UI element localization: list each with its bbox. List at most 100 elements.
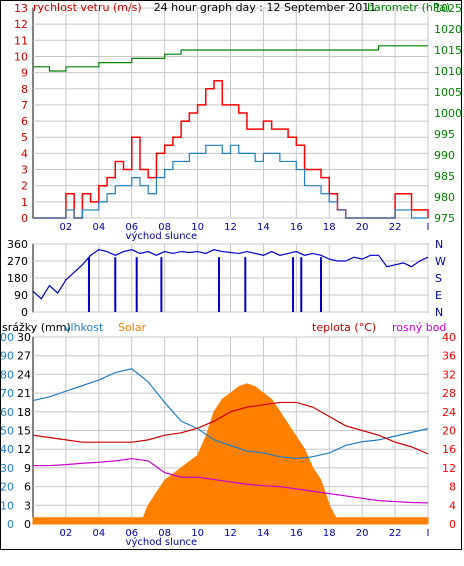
panel3-x-tick-label: 08: [158, 528, 171, 539]
panel1-left-tick-label: 4: [21, 147, 28, 160]
panel3-humidity-tick-label: 90: [0, 350, 14, 363]
panel3-rain-tick-label: 9: [24, 462, 31, 475]
panel3-temp-tick-label: 12: [442, 462, 456, 475]
panel1-left-tick-label: 12: [14, 18, 28, 31]
panel3-humidity-tick-label: 20: [0, 481, 14, 494]
panel1-left-axis-label: rychlost vetru (m/s): [33, 1, 142, 14]
panel2-compass-label: N: [435, 306, 443, 319]
panel2-left-tick-label: 360: [7, 238, 28, 251]
panel3-humidity-tick-label: 0: [7, 518, 14, 531]
panel3-temp-tick-label: 36: [442, 350, 456, 363]
panel3-humidity-tick-label: 50: [0, 425, 14, 438]
panel3-legend-item: rosný bod: [392, 321, 446, 334]
panel3-series-rosný bod: [33, 457, 429, 504]
panel2-left-tick-label: 270: [7, 255, 28, 268]
panel1-left-tick-label: 11: [14, 34, 28, 47]
panel3-humidity-tick-label: 70: [0, 387, 14, 400]
panel3-x-tick-label: 04: [92, 528, 105, 539]
panel3-x-tick-label: 02: [60, 528, 73, 539]
panel1-x-tick-label: I: [427, 222, 430, 233]
panel3-x-tick-label: 10: [191, 528, 204, 539]
panel3-x-tick-label: 16: [290, 528, 303, 539]
panel3-rain-tick-label: 18: [17, 406, 31, 419]
panel1-right-tick-label: 980: [434, 191, 455, 204]
panel2-compass-label: W: [435, 255, 446, 268]
panel1-x-tick-label: 08: [158, 222, 171, 233]
panel1-right-tick-label: 1020: [434, 23, 462, 36]
panel1-left-tick-label: 8: [21, 83, 28, 96]
panel1-right-tick-label: 975: [434, 212, 455, 225]
panel3-legend-item: Solar: [118, 321, 147, 334]
panel1-series-speed: [33, 144, 428, 219]
panel1-series-barometr: [33, 45, 428, 72]
panel3-rain-tick-label: 3: [24, 499, 31, 512]
panel1-x-tick-label: 14: [257, 222, 270, 233]
panel3-humidity-tick-label: 10: [0, 499, 14, 512]
panel3-x-tick-label: 12: [224, 528, 237, 539]
panel2-compass-label: N: [435, 238, 443, 251]
panel3-humidity-tick-label: 40: [0, 443, 14, 456]
panel3-rain-tick-label: 12: [17, 443, 31, 456]
panel3-x-tick-label: 18: [323, 528, 336, 539]
panel3-rain-tick-label: 15: [17, 425, 31, 438]
panel1-right-tick-label: 995: [434, 128, 455, 141]
panel3-humidity-tick-label: 30: [0, 462, 14, 475]
panel1-left-tick-label: 7: [21, 99, 28, 112]
panel3-x-tick-label: 06: [125, 528, 138, 539]
panel1-right-tick-label: 1005: [434, 86, 462, 99]
panel1-left-tick-label: 0: [21, 212, 28, 225]
panel3-rain-tick-label: 21: [17, 387, 31, 400]
panel3-temp-tick-label: 24: [442, 406, 456, 419]
panel2-left-tick-label: 0: [21, 306, 28, 319]
panel3-temp-tick-label: 16: [442, 443, 456, 456]
panel2-series-direction: [32, 249, 429, 300]
panel1-left-tick-label: 13: [14, 2, 28, 15]
graph-frame: [0, 0, 462, 550]
panel3-rain-tick-label: 24: [17, 368, 31, 381]
panel3-legend-item: srážky (mm): [2, 321, 71, 334]
panel2-left-tick-label: 180: [7, 272, 28, 285]
panel3-x-tick-label: 22: [389, 528, 402, 539]
panel3-humidity-tick-label: 80: [0, 368, 14, 381]
panel3-humidity-tick-label: 60: [0, 406, 14, 419]
panel3-temp-tick-label: 32: [442, 368, 456, 381]
panel3-temp-tick-label: 0: [449, 518, 456, 531]
panel1-x-tick-label: 22: [389, 222, 402, 233]
panel1-left-tick-label: 3: [21, 164, 28, 177]
panel1-right-tick-label: 1000: [434, 107, 462, 120]
panel1-x-tick-label: 12: [224, 222, 237, 233]
panel3-sunrise-label: východ slunce: [126, 536, 198, 548]
panel3-rain-tick-label: 0: [24, 518, 31, 531]
panel3-humidity-tick-label: 100: [0, 331, 14, 344]
panel1-x-tick-label: 06: [125, 222, 138, 233]
panel1-left-tick-label: 2: [21, 180, 28, 193]
panel3-temp-tick-label: 8: [449, 481, 456, 494]
panel3-temp-tick-label: 28: [442, 387, 456, 400]
panel1-right-tick-label: 990: [434, 149, 455, 162]
panel3-rain-tick-label: 6: [24, 481, 31, 494]
panel3-series-solar: [32, 383, 429, 525]
panel1-x-tick-label: 02: [60, 222, 73, 233]
panel1-left-tick-label: 5: [21, 131, 28, 144]
panel2-compass-label: E: [435, 289, 442, 302]
panel1-x-tick-label: 10: [191, 222, 204, 233]
panel3-rain-tick-label: 30: [17, 331, 31, 344]
panel1-left-tick-label: 10: [14, 50, 28, 63]
panel1-title: 24 hour graph day : 12 September 2011: [154, 1, 377, 14]
panel1-right-tick-label: 1010: [434, 65, 462, 78]
panel1-right-tick-label: 985: [434, 170, 455, 183]
panel2-left-tick-label: 90: [14, 289, 28, 302]
panel1-right-tick-label: 1025: [434, 2, 462, 15]
panel3-legend-item: teplota (°C): [312, 321, 376, 334]
panel1-x-tick-label: 18: [323, 222, 336, 233]
panel1-right-axis-label: barometr (hPa): [367, 1, 450, 14]
panel3-series-vlhkost: [32, 368, 429, 460]
panel3-x-tick-label: I: [427, 528, 430, 539]
panel1-sunrise-label: východ slunce: [126, 230, 198, 242]
panel1-x-tick-label: 20: [356, 222, 369, 233]
panel3-legend-item: vlhkost: [64, 321, 104, 334]
panel3-series-teplota (°C): [32, 401, 429, 455]
panel3-x-tick-label: 14: [257, 528, 270, 539]
panel1-left-tick-label: 1: [21, 196, 28, 209]
